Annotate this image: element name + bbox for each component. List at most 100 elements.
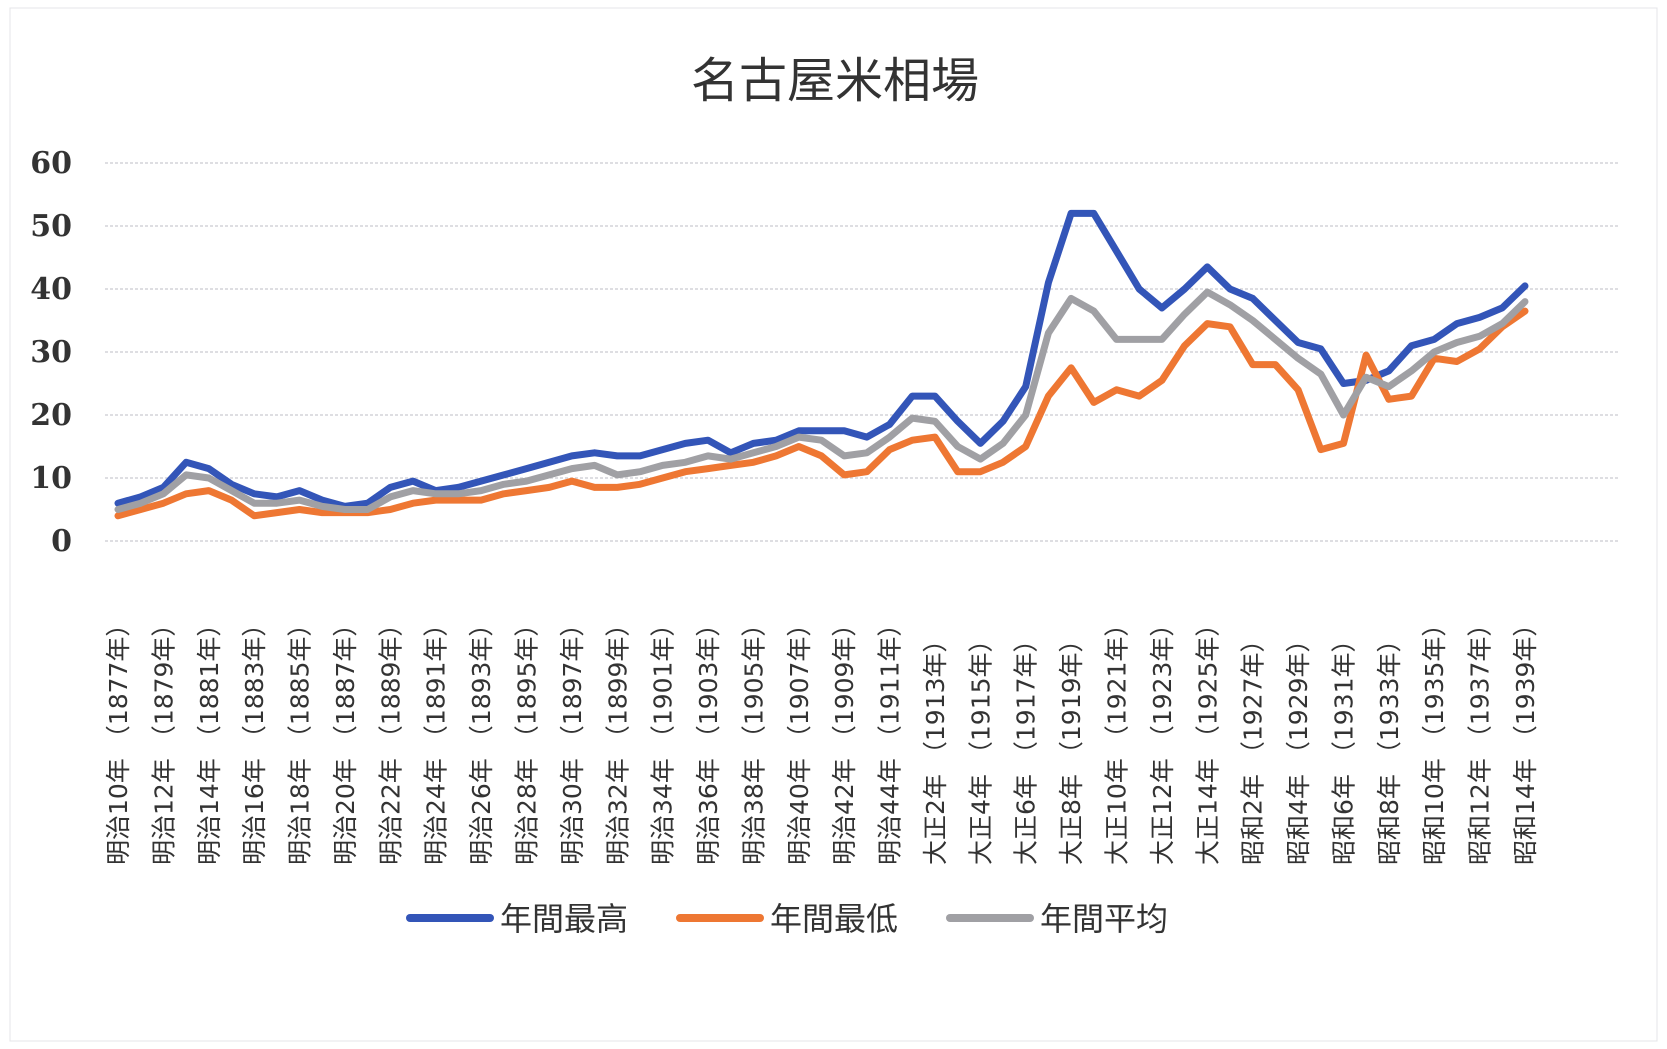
x-tick-year: （1905年） bbox=[739, 612, 768, 751]
x-tick-label: 昭和2年 （1927年） bbox=[1239, 627, 1268, 865]
x-tick-label: 明治16年 （1883年） bbox=[240, 612, 269, 865]
x-tick-label: 大正2年 （1913年） bbox=[921, 627, 950, 865]
series-line bbox=[114, 209, 1529, 510]
x-tick-era: 明治12年 bbox=[149, 758, 178, 865]
x-tick-label: 明治32年 （1899年） bbox=[603, 612, 632, 865]
x-tick-label: 明治18年 （1885年） bbox=[286, 612, 315, 865]
x-tick-label: 明治14年 （1881年） bbox=[195, 612, 224, 865]
x-tick-year: （1909年） bbox=[830, 612, 859, 751]
x-tick-label: 明治24年 （1891年） bbox=[422, 612, 451, 865]
x-tick-label: 大正12年 （1923年） bbox=[1148, 612, 1177, 865]
x-tick-era: 明治36年 bbox=[694, 758, 723, 865]
x-tick-label: 昭和6年 （1931年） bbox=[1330, 627, 1359, 865]
x-tick-label: 大正6年 （1917年） bbox=[1012, 627, 1041, 865]
x-tick-year: （1887年） bbox=[331, 612, 360, 751]
x-tick-era: 大正12年 bbox=[1148, 758, 1177, 865]
y-tick-label: 10 bbox=[30, 461, 72, 496]
x-tick-label: 明治42年 （1909年） bbox=[830, 612, 859, 865]
x-tick-year: （1919年） bbox=[1057, 627, 1086, 766]
x-tick-year: （1879年） bbox=[149, 612, 178, 751]
x-tick-era: 昭和4年 bbox=[1284, 774, 1313, 865]
x-tick-year: （1921年） bbox=[1103, 612, 1132, 751]
y-tick-label: 0 bbox=[51, 524, 72, 559]
x-tick-label: 明治36年 （1903年） bbox=[694, 612, 723, 865]
series-line bbox=[114, 288, 1529, 513]
legend-label: 年間最低 bbox=[770, 900, 898, 938]
x-tick-era: 明治34年 bbox=[649, 758, 678, 865]
x-tick-year: （1933年） bbox=[1375, 627, 1404, 766]
x-tick-label: 明治12年 （1879年） bbox=[149, 612, 178, 865]
x-tick-label: 昭和4年 （1929年） bbox=[1284, 627, 1313, 865]
x-tick-era: 明治20年 bbox=[331, 758, 360, 865]
x-tick-year: （1939年） bbox=[1511, 612, 1540, 751]
x-tick-year: （1923年） bbox=[1148, 612, 1177, 751]
x-tick-label: 大正4年 （1915年） bbox=[966, 627, 995, 865]
x-tick-label: 昭和14年 （1939年） bbox=[1511, 612, 1540, 865]
x-tick-era: 昭和14年 bbox=[1511, 758, 1540, 865]
x-tick-era: 明治42年 bbox=[830, 758, 859, 865]
x-tick-label: 昭和8年 （1933年） bbox=[1375, 627, 1404, 865]
x-tick-era: 明治40年 bbox=[785, 758, 814, 865]
x-tick-label: 明治44年 （1911年） bbox=[876, 612, 905, 865]
x-tick-year: （1901年） bbox=[649, 612, 678, 751]
x-tick-year: （1915年） bbox=[966, 627, 995, 766]
x-tick-label: 明治38年 （1905年） bbox=[739, 612, 768, 865]
x-tick-year: （1877年） bbox=[104, 612, 133, 751]
x-tick-label: 明治40年 （1907年） bbox=[785, 612, 814, 865]
x-tick-year: （1895年） bbox=[513, 612, 542, 751]
x-tick-year: （1937年） bbox=[1466, 612, 1495, 751]
x-tick-label: 大正8年 （1919年） bbox=[1057, 627, 1086, 865]
legend-label: 年間最高 bbox=[500, 900, 628, 938]
x-tick-year: （1911年） bbox=[876, 612, 905, 751]
x-tick-era: 明治44年 bbox=[876, 758, 905, 865]
x-tick-era: 明治14年 bbox=[195, 758, 224, 865]
x-tick-label: 明治34年 （1901年） bbox=[649, 612, 678, 865]
x-tick-label: 明治20年 （1887年） bbox=[331, 612, 360, 865]
y-tick-label: 20 bbox=[30, 398, 72, 433]
x-tick-year: （1931年） bbox=[1330, 627, 1359, 766]
chart-border bbox=[9, 7, 1658, 1042]
x-tick-label: 明治26年 （1893年） bbox=[467, 612, 496, 865]
y-tick-label: 30 bbox=[30, 335, 72, 370]
x-tick-label: 昭和10年 （1935年） bbox=[1420, 612, 1449, 865]
legend: 年間最高 年間最低 年間平均 bbox=[406, 900, 1168, 938]
series-layer bbox=[114, 209, 1529, 520]
x-tick-year: （1927年） bbox=[1239, 627, 1268, 766]
x-tick-year: （1883年） bbox=[240, 612, 269, 751]
x-tick-year: （1917年） bbox=[1012, 627, 1041, 766]
x-tick-label: 明治22年 （1889年） bbox=[376, 612, 405, 865]
x-tick-year: （1925年） bbox=[1193, 612, 1222, 751]
legend-label: 年間平均 bbox=[1040, 900, 1168, 938]
x-tick-era: 明治32年 bbox=[603, 758, 632, 865]
chart-title: 名古屋米相場 bbox=[691, 53, 979, 109]
x-tick-era: 明治22年 bbox=[376, 758, 405, 865]
x-tick-era: 明治24年 bbox=[422, 758, 451, 865]
x-tick-year: （1929年） bbox=[1284, 627, 1313, 766]
y-tick-label: 60 bbox=[30, 146, 72, 181]
x-tick-era: 明治18年 bbox=[286, 758, 315, 865]
x-axis-ticks: 明治10年 （1877年） 明治12年 （1879年） 明治14年 （1881年） 明治16… bbox=[104, 612, 1540, 865]
x-tick-era: 大正8年 bbox=[1057, 774, 1086, 865]
x-tick-year: （1913年） bbox=[921, 627, 950, 766]
x-tick-label: 大正14年 （1925年） bbox=[1193, 612, 1222, 865]
y-axis-ticks: 0 10 20 30 40 50 60 bbox=[30, 146, 72, 559]
x-tick-era: 昭和6年 bbox=[1330, 774, 1359, 865]
x-tick-year: （1889年） bbox=[376, 612, 405, 751]
x-tick-year: （1907年） bbox=[785, 612, 814, 751]
x-tick-label: 大正10年 （1921年） bbox=[1103, 612, 1132, 865]
x-tick-era: 昭和12年 bbox=[1466, 758, 1495, 865]
x-tick-year: （1891年） bbox=[422, 612, 451, 751]
x-tick-era: 明治28年 bbox=[513, 758, 542, 865]
x-tick-year: （1881年） bbox=[195, 612, 224, 751]
x-tick-era: 大正14年 bbox=[1193, 758, 1222, 865]
x-tick-era: 大正6年 bbox=[1012, 774, 1041, 865]
x-tick-label: 明治28年 （1895年） bbox=[513, 612, 542, 865]
x-tick-era: 昭和2年 bbox=[1239, 774, 1268, 865]
x-tick-year: （1899年） bbox=[603, 612, 632, 751]
y-tick-label: 50 bbox=[30, 209, 72, 244]
x-tick-era: 昭和8年 bbox=[1375, 774, 1404, 865]
x-tick-era: 大正10年 bbox=[1103, 758, 1132, 865]
x-tick-year: （1935年） bbox=[1420, 612, 1449, 751]
